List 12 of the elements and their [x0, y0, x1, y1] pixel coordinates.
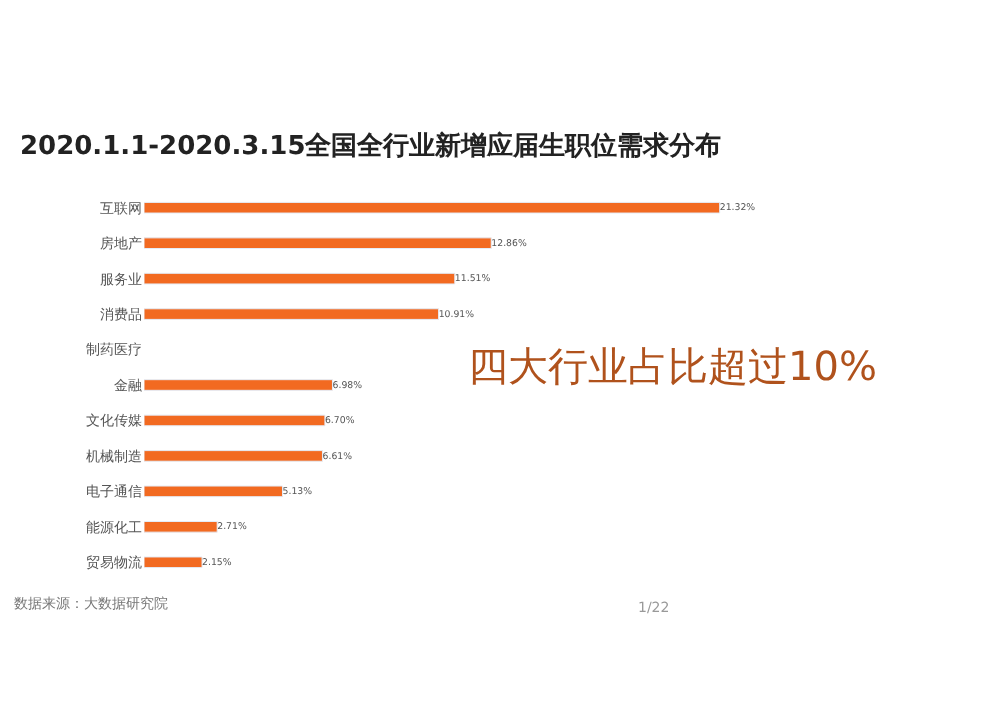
- bar: [144, 556, 203, 569]
- bar: [144, 414, 326, 427]
- bar: [144, 485, 284, 498]
- chart-title: 2020.1.1-2020.3.15全国全行业新增应届生职位需求分布: [20, 129, 722, 162]
- annotation: 四大行业占比超过10%: [468, 342, 877, 390]
- bar: [144, 450, 323, 462]
- bar: [144, 379, 333, 391]
- bar: [144, 272, 456, 285]
- bar: [144, 237, 492, 249]
- bar: [144, 521, 218, 533]
- bar: [144, 201, 721, 214]
- bar: [144, 308, 440, 320]
